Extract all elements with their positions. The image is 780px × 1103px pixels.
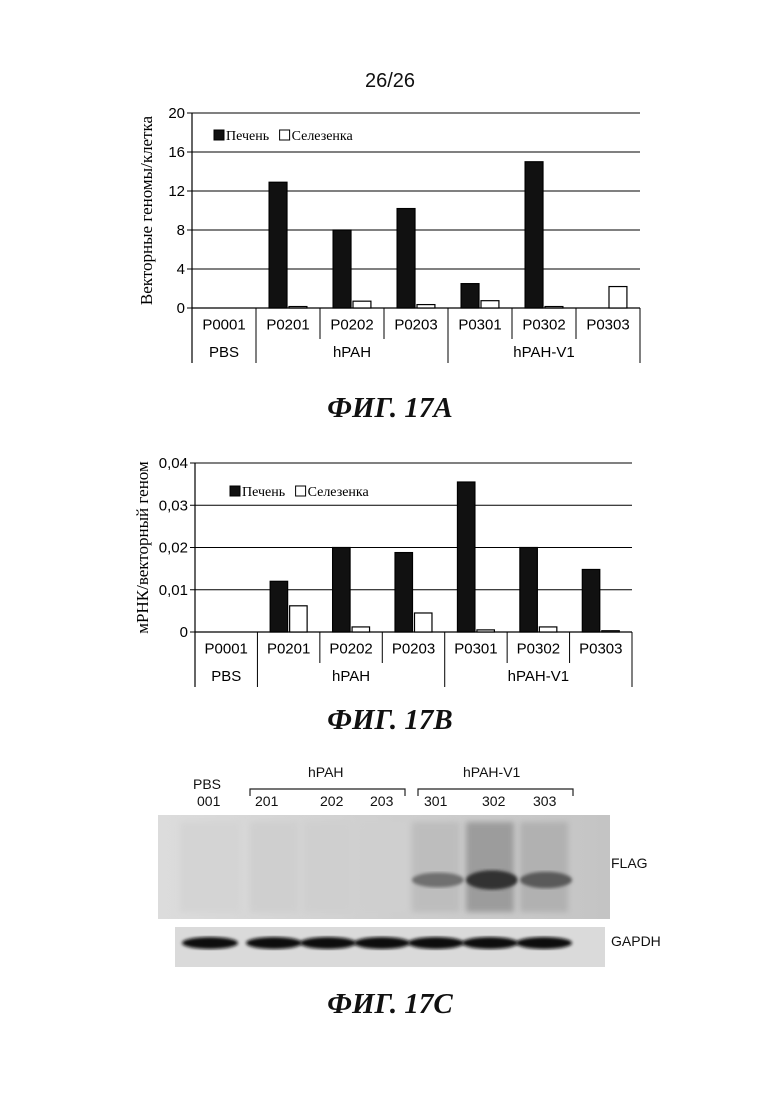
figure-17a-caption: ФИГ. 17А	[0, 392, 780, 425]
x-tick-label: P0202	[329, 641, 372, 658]
x-tick-label: P0302	[517, 641, 560, 658]
bar-Печень-P0201	[270, 581, 287, 632]
flag-lane-301	[412, 822, 460, 912]
y-tick-label: 16	[168, 144, 185, 161]
y-tick-label: 0,01	[159, 582, 188, 599]
gapdh-band	[516, 937, 572, 949]
legend-swatch	[214, 130, 224, 140]
bar-Селезенка-P0303	[602, 631, 619, 632]
gapdh-band	[408, 937, 464, 949]
bar-Селезенка-P0201	[290, 606, 307, 632]
blot-image	[150, 752, 690, 982]
bar-Печень-P0201	[269, 182, 287, 308]
bar-Печень-P0202	[333, 230, 351, 308]
y-tick-label: 0,02	[159, 540, 188, 557]
y-tick-label: 12	[168, 183, 185, 200]
bar-Печень-P0202	[333, 548, 350, 633]
group-label: hPAH	[332, 668, 370, 685]
group-label: PBS	[209, 344, 239, 361]
bar-Селезенка-P0302	[539, 627, 556, 632]
figure-17a-chart: 0 4 8 12 16 20 Векторные геномы/клетка P0001 P02…	[0, 95, 780, 395]
flag-band-301	[412, 873, 464, 888]
x-tick-label: P0202	[330, 317, 373, 334]
x-tick-label: P0203	[394, 317, 437, 334]
legend-swatch	[230, 486, 240, 496]
flag-lane-203	[358, 822, 406, 912]
legend-label: Селезенка	[308, 485, 370, 500]
gapdh-band	[462, 937, 518, 949]
bar-Селезенка-P0302	[545, 307, 563, 308]
flag-band-303	[520, 872, 572, 888]
flag-lane-202	[304, 822, 352, 912]
gapdh-band	[300, 937, 356, 949]
x-tick-label: P0303	[586, 317, 629, 334]
figure-17b-caption: ФИГ. 17В	[0, 704, 780, 737]
lane-number-label: 302	[482, 793, 505, 809]
bar-Печень-P0301	[461, 284, 479, 308]
figure-17b-chart: 0 0,01 0,02 0,03 0,04 мРНК/векторный геном P00…	[0, 452, 780, 697]
lane-number-label: 203	[370, 793, 393, 809]
bar-Селезенка-P0201	[289, 307, 307, 308]
x-tick-label: P0203	[392, 641, 435, 658]
flag-lane-303	[520, 822, 568, 912]
flag-lane-pbs	[180, 822, 240, 912]
flag-band-302	[466, 870, 518, 889]
bar-Печень-P0203	[397, 209, 415, 308]
figure-17c-caption: ФИГ. 17С	[0, 988, 780, 1021]
group-label: PBS	[211, 668, 241, 685]
y-axis-label: Векторные геномы/клетка	[137, 115, 156, 305]
bar-Печень-P0302	[525, 162, 543, 308]
flag-lane-302	[466, 822, 514, 912]
group-label: hPAH	[333, 344, 371, 361]
y-tick-label: 8	[177, 222, 185, 239]
western-blot: PBS 001 hPAH hPAH-V1 201202203301302303 …	[150, 752, 690, 982]
legend-swatch	[296, 486, 306, 496]
lane-number-label: 303	[533, 793, 556, 809]
bar-Печень-P0302	[520, 548, 537, 633]
x-tick-label: P0201	[267, 641, 310, 658]
page-number: 26/26	[0, 70, 780, 93]
group-label: hPAH-V1	[508, 668, 569, 685]
x-tick-label: P0201	[266, 317, 309, 334]
y-axis-label: мРНК/векторный геном	[133, 461, 152, 634]
bar-Печень-P0301	[457, 482, 474, 632]
gapdh-band	[246, 937, 302, 949]
bar-Печень-P0203	[395, 553, 412, 632]
flag-label: FLAG	[611, 855, 648, 871]
bar-Селезенка-P0301	[481, 301, 499, 308]
bar-Печень-P0303	[582, 569, 599, 632]
y-tick-label: 0	[180, 624, 188, 641]
lane-number-label: 202	[320, 793, 343, 809]
x-tick-label: P0301	[458, 317, 501, 334]
bar-Селезенка-P0203	[415, 613, 432, 632]
bar-Селезенка-P0202	[352, 627, 369, 632]
bar-Селезенка-P0202	[353, 301, 371, 308]
x-tick-label: P0301	[454, 641, 497, 658]
x-tick-label: P0303	[579, 641, 622, 658]
x-tick-label: P0302	[522, 317, 565, 334]
y-tick-label: 20	[168, 105, 185, 122]
legend-label: Селезенка	[292, 129, 354, 144]
y-tick-label: 0,04	[159, 455, 188, 472]
gapdh-band	[182, 937, 238, 949]
y-tick-label: 4	[177, 261, 185, 278]
bar-Селезенка-P0203	[417, 305, 435, 308]
legend-label: Печень	[242, 485, 285, 500]
x-tick-label: P0001	[205, 641, 248, 658]
y-tick-label: 0	[177, 300, 185, 317]
x-tick-label: P0001	[202, 317, 245, 334]
y-tick-label: 0,03	[159, 497, 188, 514]
legend-label: Печень	[226, 129, 269, 144]
bar-Селезенка-P0303	[609, 287, 627, 308]
gapdh-label: GAPDH	[611, 933, 661, 949]
lane-number-label: 201	[255, 793, 278, 809]
group-label: hPAH-V1	[513, 344, 574, 361]
gapdh-band	[354, 937, 410, 949]
flag-lane-201	[250, 822, 298, 912]
lane-number-label: 301	[424, 793, 447, 809]
bar-Селезенка-P0301	[477, 630, 494, 632]
legend-swatch	[280, 130, 290, 140]
